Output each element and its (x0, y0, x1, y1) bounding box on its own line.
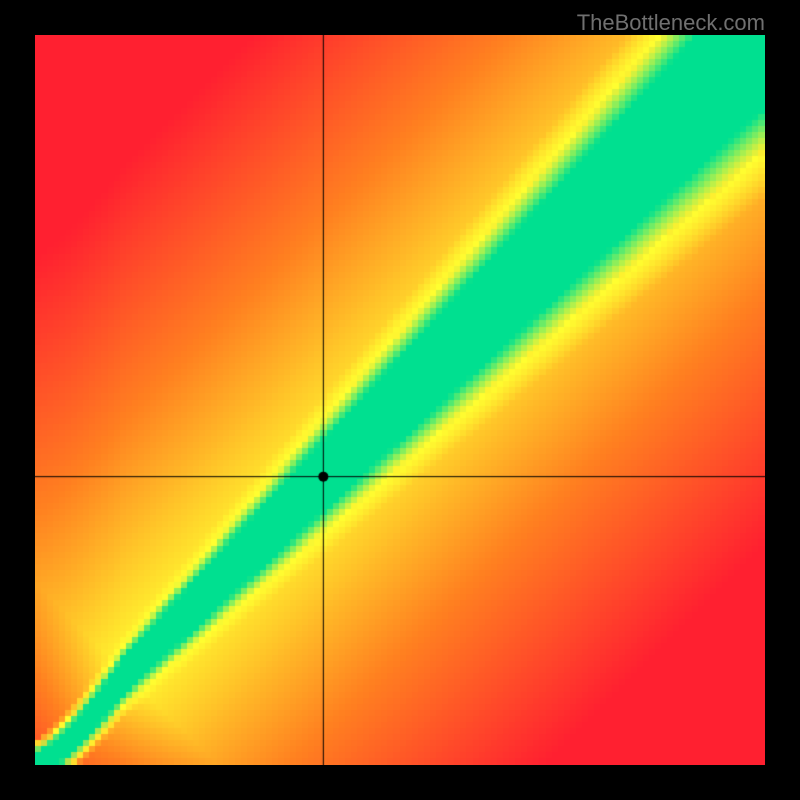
watermark-text: TheBottleneck.com (577, 10, 765, 36)
heatmap-canvas (35, 35, 765, 765)
chart-container: TheBottleneck.com (0, 0, 800, 800)
heatmap-plot (35, 35, 765, 765)
